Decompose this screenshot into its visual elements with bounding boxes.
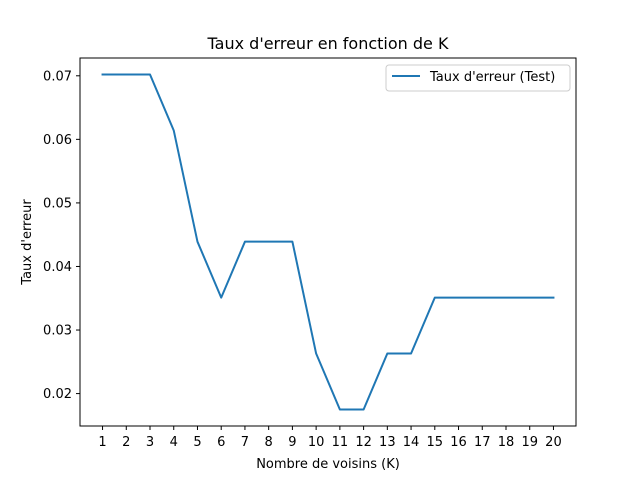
x-tick-label: 17 bbox=[474, 435, 491, 450]
x-axis-ticks: 1 2 3 4 5 6 7 8 9 10 11 12 13 14 15 16 17 18 19 20 bbox=[98, 426, 562, 450]
data-point bbox=[244, 241, 246, 243]
x-tick-label: 20 bbox=[545, 435, 562, 450]
x-tick-label: 12 bbox=[355, 435, 372, 450]
x-tick-label: 9 bbox=[288, 435, 296, 450]
legend-label: Taux d'erreur (Test) bbox=[429, 70, 555, 85]
y-tick-label: 0.06 bbox=[43, 133, 72, 148]
data-point bbox=[220, 297, 222, 299]
series-layer bbox=[101, 73, 555, 411]
data-point bbox=[481, 297, 483, 299]
y-tick-label: 0.04 bbox=[43, 260, 72, 275]
data-point bbox=[552, 297, 554, 299]
data-point bbox=[268, 241, 270, 243]
x-tick-label: 15 bbox=[427, 435, 444, 450]
data-point bbox=[196, 241, 198, 243]
x-tick-label: 10 bbox=[308, 435, 325, 450]
data-point bbox=[505, 297, 507, 299]
legend: Taux d'erreur (Test) bbox=[385, 64, 571, 92]
data-point bbox=[386, 353, 388, 355]
x-tick-label: 16 bbox=[450, 435, 467, 450]
series-line bbox=[101, 73, 555, 411]
data-point bbox=[458, 297, 460, 299]
x-tick-label: 3 bbox=[146, 435, 154, 450]
y-tick-label: 0.07 bbox=[43, 69, 72, 84]
y-tick-label: 0.02 bbox=[43, 387, 72, 402]
chart-title: Taux d'erreur en fonction de K bbox=[207, 34, 449, 53]
y-tick-label: 0.05 bbox=[43, 196, 72, 211]
x-axis-label: Nombre de voisins (K) bbox=[256, 457, 400, 472]
data-point bbox=[315, 353, 317, 355]
x-tick-label: 11 bbox=[332, 435, 349, 450]
data-point bbox=[434, 297, 436, 299]
data-point bbox=[363, 408, 365, 410]
x-tick-label: 13 bbox=[379, 435, 396, 450]
x-tick-label: 19 bbox=[521, 435, 538, 450]
data-point bbox=[173, 129, 175, 131]
x-tick-label: 6 bbox=[217, 435, 225, 450]
x-tick-label: 1 bbox=[98, 435, 106, 450]
data-point bbox=[529, 297, 531, 299]
x-tick-label: 14 bbox=[403, 435, 420, 450]
x-tick-label: 7 bbox=[241, 435, 249, 450]
x-tick-label: 18 bbox=[498, 435, 515, 450]
x-tick-label: 2 bbox=[122, 435, 130, 450]
data-point bbox=[102, 74, 104, 76]
x-tick-label: 5 bbox=[193, 435, 201, 450]
y-tick-label: 0.03 bbox=[43, 324, 72, 339]
data-point bbox=[125, 74, 127, 76]
x-tick-label: 8 bbox=[265, 435, 273, 450]
data-point bbox=[339, 408, 341, 410]
data-point bbox=[291, 241, 293, 243]
data-point bbox=[149, 74, 151, 76]
y-axis-label: Taux d'erreur bbox=[20, 199, 35, 286]
legend-box bbox=[385, 64, 571, 92]
data-point bbox=[410, 353, 412, 355]
x-tick-label: 4 bbox=[170, 435, 178, 450]
y-axis-ticks: 0.02 0.03 0.04 0.05 0.06 0.07 bbox=[43, 69, 80, 402]
plot-area-frame bbox=[79, 57, 577, 427]
